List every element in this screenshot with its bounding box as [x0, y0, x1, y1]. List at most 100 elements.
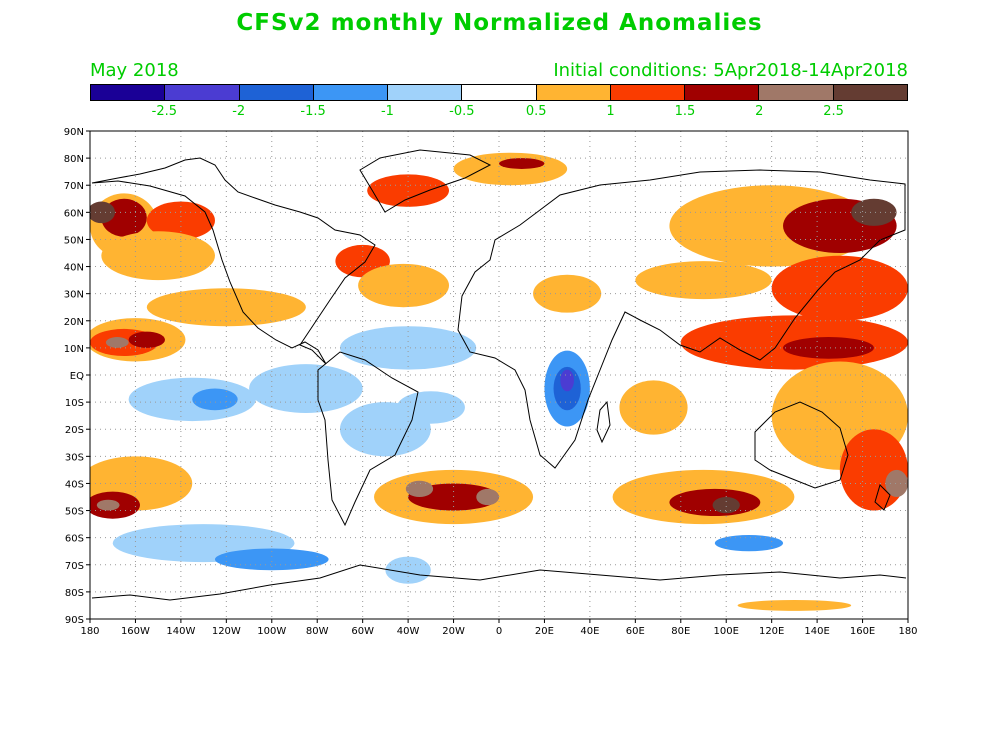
- colorbar-label: 1: [606, 104, 615, 119]
- colorbar-label: -1: [380, 104, 394, 119]
- lon-label: 80W: [306, 626, 329, 637]
- colorbar-labels: -2.5 -2 -1.5 -1 -0.5 0.5 1 1.5 2 2.5: [90, 104, 908, 120]
- lon-label: 180: [898, 626, 917, 637]
- lat-label: 70N: [64, 181, 84, 192]
- map-title: CFSv2 monthly Normalized Anomalies: [236, 10, 763, 36]
- initial-conditions: Initial conditions: 5Apr2018-14Apr2018: [553, 60, 908, 81]
- lon-label: 20E: [535, 626, 554, 637]
- lon-label: 20W: [442, 626, 465, 637]
- lon-label: 160E: [850, 626, 875, 637]
- colorbar-label: -1.5: [300, 104, 326, 119]
- anomaly-region: [385, 556, 431, 584]
- lat-label: 20N: [64, 317, 84, 328]
- anomaly-region: [560, 369, 574, 392]
- anomaly-region: [358, 263, 450, 308]
- lon-label: 180: [80, 626, 99, 637]
- colorbar: [90, 84, 908, 101]
- eurasia-africa-coast: [457, 169, 906, 469]
- colorbar-label: -0.5: [449, 104, 475, 119]
- anomaly-region: [101, 231, 215, 281]
- colorbar-label: 1.5: [674, 104, 696, 119]
- lon-label: 100W: [257, 626, 286, 637]
- lat-label: 10N: [64, 344, 84, 355]
- anomaly-region: [96, 499, 120, 511]
- map-frame: [89, 130, 909, 620]
- colorbar-label: 2: [755, 104, 764, 119]
- lat-label: 10S: [65, 398, 84, 409]
- new-zealand-coast: [874, 484, 891, 511]
- anomaly-region: [885, 469, 908, 497]
- anomaly-region: [249, 364, 363, 413]
- antarctica-coast: [91, 564, 907, 601]
- lon-label: 120W: [212, 626, 241, 637]
- anomaly-region: [635, 261, 772, 300]
- anomaly-region: [476, 488, 499, 506]
- lat-label: 80S: [65, 588, 84, 599]
- anomaly-region: [783, 337, 874, 359]
- anomaly-region: [839, 429, 908, 511]
- anomaly-region: [405, 480, 434, 497]
- colorbar-segment: [610, 85, 686, 100]
- colorbar-segment: [536, 85, 611, 100]
- lat-label: 80N: [64, 154, 84, 165]
- anomaly-region: [105, 337, 129, 348]
- colorbar-segment: [833, 85, 907, 100]
- colorbar-segment: [239, 85, 314, 100]
- lon-label: 140W: [166, 626, 195, 637]
- lat-label: 90N: [64, 127, 84, 138]
- lon-label: 140E: [804, 626, 829, 637]
- colorbar-label: -2.5: [151, 104, 178, 119]
- colorbar-segment: [388, 85, 463, 100]
- lat-label: 50N: [64, 235, 84, 246]
- anomaly-region: [533, 274, 602, 313]
- anomaly-region: [499, 158, 545, 169]
- lat-label: 90S: [65, 615, 84, 626]
- anomaly-region: [367, 174, 450, 207]
- colorbar-segment: [313, 85, 389, 100]
- lat-label: 30N: [64, 290, 84, 301]
- lon-label: 40E: [580, 626, 599, 637]
- anomaly-region: [619, 380, 688, 435]
- axis-labels: 90N 80N 70N 60N 50N 40N 30N 20N 10N EQ 10S 20S 30S 40…: [64, 127, 918, 637]
- north-america-coast: [91, 157, 376, 365]
- lat-label: 70S: [65, 561, 84, 572]
- lat-label: 60N: [64, 208, 84, 219]
- anomaly-region: [146, 288, 306, 327]
- anomaly-region: [192, 388, 238, 411]
- lat-label: EQ: [70, 371, 84, 382]
- lat-label: 50S: [65, 507, 84, 518]
- lat-label: 40S: [65, 479, 84, 490]
- lat-label: 20S: [65, 425, 84, 436]
- colorbar-segment: [685, 85, 760, 100]
- anomaly-region: [146, 201, 215, 240]
- colorbar-segment: [759, 85, 834, 100]
- anomaly-region: [737, 600, 852, 611]
- south-america-coast: [317, 351, 419, 527]
- anomaly-region: [128, 331, 165, 348]
- australia-coast: [754, 401, 849, 489]
- colorbar-label: 0.5: [525, 104, 547, 119]
- anomaly-region: [714, 534, 784, 552]
- lat-label: 30S: [65, 452, 84, 463]
- lon-label: 40W: [397, 626, 420, 637]
- lon-label: 80E: [671, 626, 690, 637]
- lon-label: 60E: [626, 626, 645, 637]
- coastlines: [91, 149, 907, 601]
- madagascar-coast: [596, 400, 611, 444]
- forecast-month: May 2018: [90, 60, 179, 81]
- colorbar-segment: [462, 85, 537, 100]
- greenland-coast: [359, 149, 492, 213]
- anomaly-region: [851, 198, 897, 226]
- lat-label: 40N: [64, 263, 84, 274]
- anomaly-region: [771, 255, 908, 321]
- anomaly-region: [453, 152, 568, 186]
- anomaly-region: [128, 377, 256, 422]
- lon-label: 100E: [714, 626, 739, 637]
- colorbar-label: -2: [232, 104, 246, 119]
- anomaly-region: [90, 201, 115, 224]
- anomaly-region: [712, 497, 740, 514]
- lon-label: 0: [496, 626, 502, 637]
- lon-label: 60W: [351, 626, 374, 637]
- lon-label: 120E: [759, 626, 784, 637]
